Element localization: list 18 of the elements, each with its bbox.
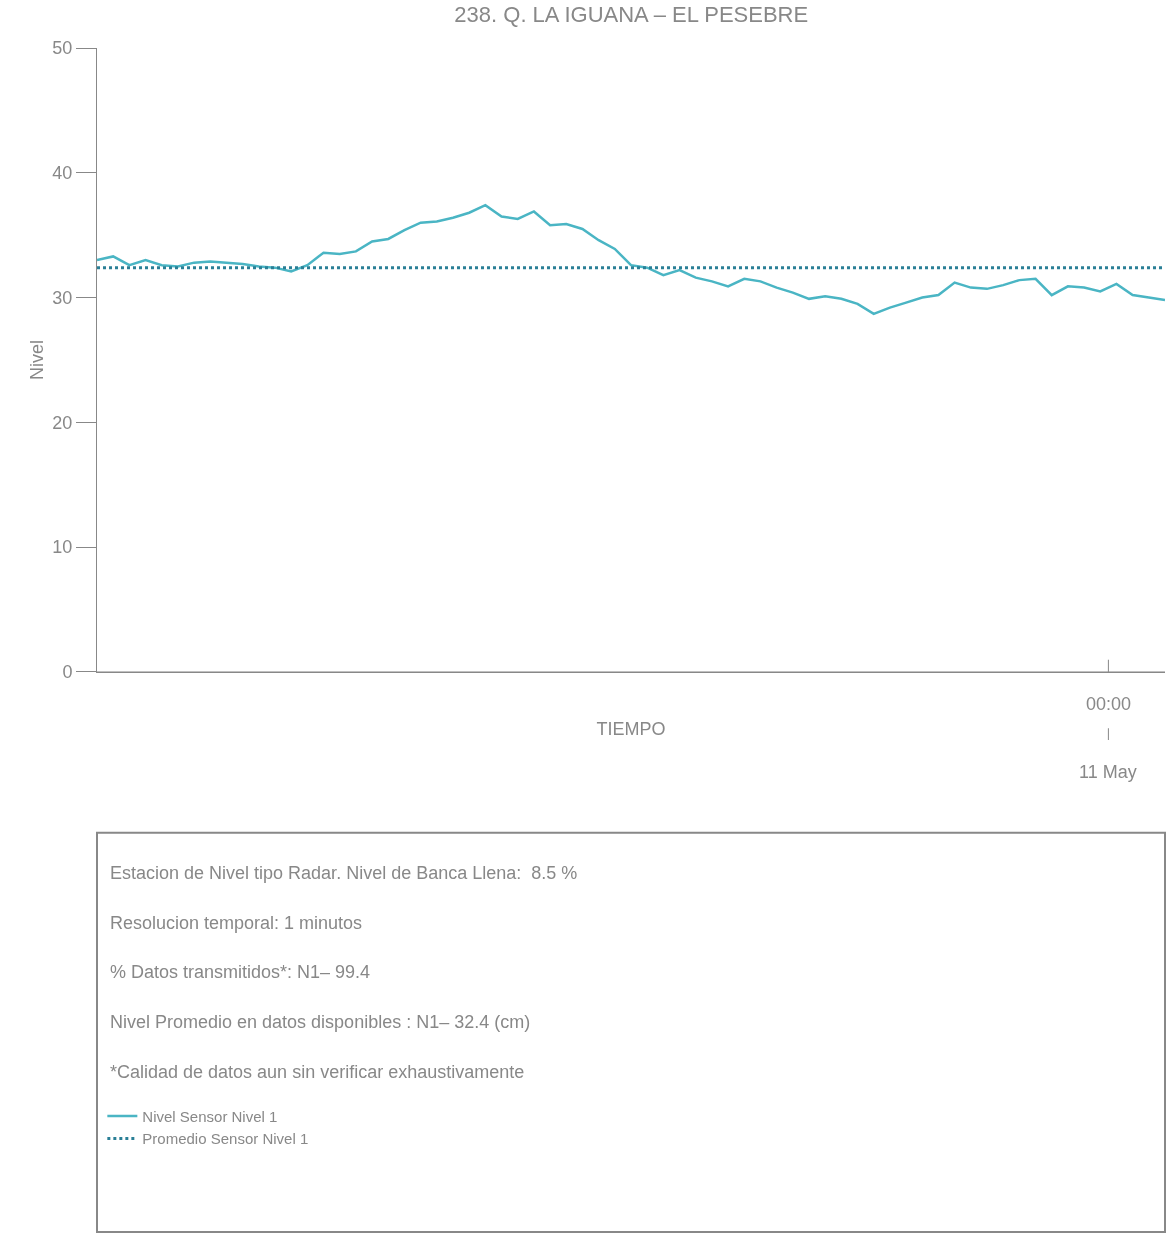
text: Nivel Promedio en datos disponibles : N1– 32.4 (cm) [110, 1012, 531, 1032]
y-tick-label: 0 [62, 662, 73, 683]
text: % Datos transmitidos*: N1– 99.4 [110, 962, 371, 982]
legend-label: Promedio Sensor Nivel 1 [142, 1130, 309, 1148]
legend-label: Nivel Sensor Nivel 1 [142, 1107, 278, 1125]
text: Resolucion temporal: 1 minutos [110, 913, 363, 933]
text: Estacion de Nivel tipo Radar. Nivel de Banca Llena: 8.5 % [110, 863, 578, 883]
y-tick-label: 20 [52, 412, 73, 433]
x-axis-title: TIEMPO [596, 719, 666, 740]
text: *Calidad de datos aun sin verificar exhaustivamente [110, 1062, 525, 1082]
chart-title: 238. Q. LA IGUANA – EL PESEBRE [454, 1, 809, 27]
y-tick-label: 50 [52, 38, 73, 59]
y-axis-title: Nivel [26, 339, 47, 380]
text: 00:00 [1086, 694, 1132, 714]
y-tick-label: 40 [52, 163, 73, 184]
text: 11 May [1079, 762, 1137, 782]
y-tick-label: 10 [52, 537, 73, 558]
y-tick-label: 30 [52, 287, 73, 308]
